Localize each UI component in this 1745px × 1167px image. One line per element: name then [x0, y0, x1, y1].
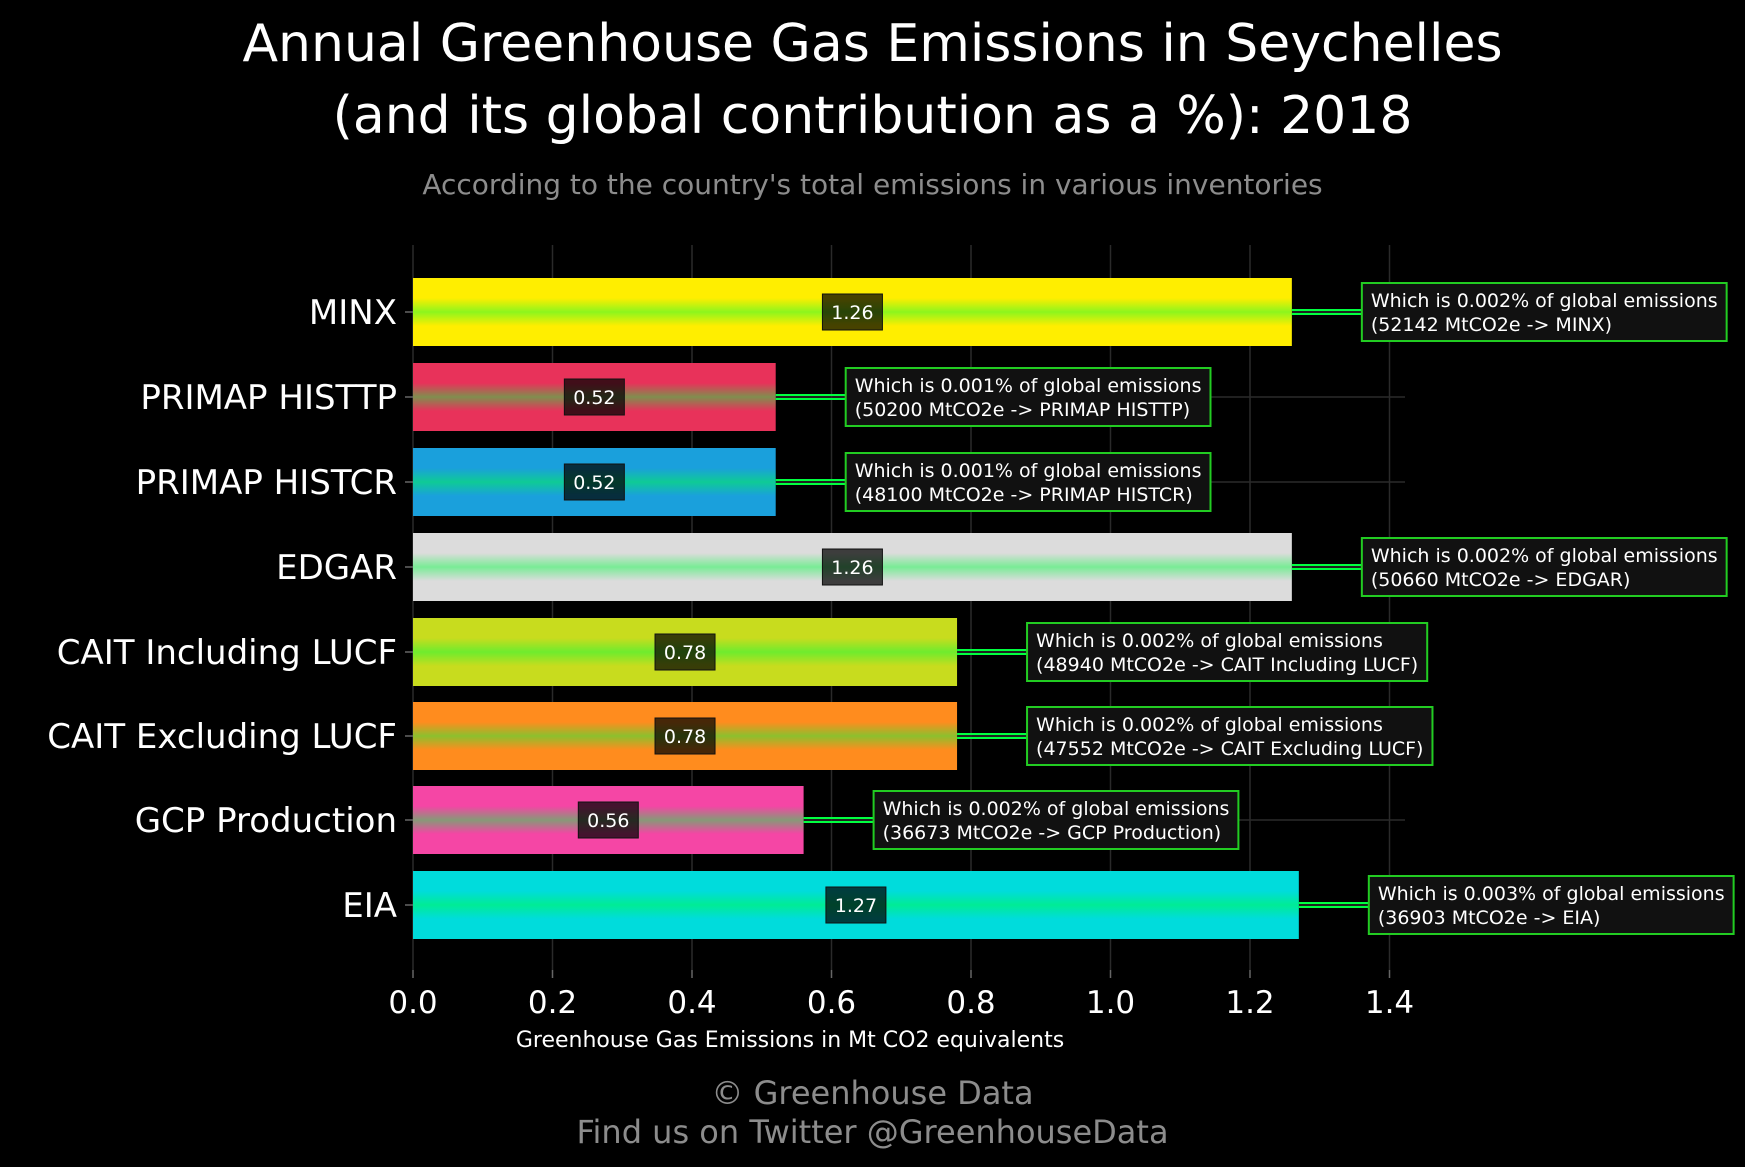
value-label-box [563, 378, 625, 416]
annotation-text-line-2: (48940 MtCO2e -> CAIT Including LUCF) [1036, 654, 1418, 676]
value-label: 0.56 [587, 810, 629, 832]
x-tick-label: 1.4 [1365, 985, 1414, 1021]
category-label: CAIT Excluding LUCF [47, 717, 397, 757]
x-axis: 0.0 0.2 0.4 0.6 0.8 1.0 1.2 1.4 [388, 970, 1414, 1021]
annotation-text-line-1: Which is 0.002% of global emissions [1036, 630, 1383, 652]
annotation-text-line-2: (50660 MtCO2e -> EDGAR) [1371, 569, 1631, 591]
value-label-box [577, 801, 639, 839]
category-label: EDGAR [276, 548, 397, 588]
annotation-text-line-2: (50200 MtCO2e -> PRIMAP HISTTP) [855, 399, 1190, 421]
value-label: 1.27 [835, 895, 877, 917]
x-tick-label: 0.8 [946, 985, 995, 1021]
category-label: CAIT Including LUCF [57, 633, 397, 673]
category-label: MINX [309, 293, 397, 333]
annotation-text-line-1: Which is 0.001% of global emissions [855, 375, 1202, 397]
category-label: PRIMAP HISTCR [136, 463, 397, 503]
value-label-box [821, 548, 883, 586]
value-label: 1.26 [831, 557, 873, 579]
title-line-1: Annual Greenhouse Gas Emissions in Seych… [242, 14, 1503, 74]
annotation-text-line-2: (47552 MtCO2e -> CAIT Excluding LUCF) [1036, 738, 1423, 760]
x-tick-label: 0.4 [667, 985, 716, 1021]
annotation-box [844, 452, 1212, 512]
chart-title: Annual Greenhouse Gas Emissions in Seych… [0, 8, 1745, 152]
annotation-box [844, 367, 1212, 427]
value-label-box [563, 463, 625, 501]
x-tick-label: 1.2 [1225, 985, 1274, 1021]
value-label-box [825, 886, 887, 924]
annotation-text-line-2: (52142 MtCO2e -> MINX) [1371, 314, 1612, 336]
y-axis: MINX PRIMAP HISTTP PRIMAP HISTCR EDGAR CAIT … [47, 293, 413, 926]
value-label: 0.78 [664, 642, 706, 664]
annotation-text-line-1: Which is 0.002% of global emissions [1371, 545, 1718, 567]
value-label: 1.26 [831, 302, 873, 324]
annotation-text-line-2: (48100 MtCO2e -> PRIMAP HISTCR) [855, 484, 1193, 506]
x-tick-label: 0.2 [528, 985, 577, 1021]
annotation-box [872, 790, 1240, 850]
annotation-box [1026, 622, 1429, 682]
x-axis-label: Greenhouse Gas Emissions in Mt CO2 equiv… [516, 1028, 1064, 1053]
category-label: GCP Production [135, 801, 397, 841]
value-label-box [821, 293, 883, 331]
annotation-text-line-1: Which is 0.002% of global emissions [1036, 714, 1383, 736]
annotation-box [1026, 706, 1434, 766]
x-tick-label: 0.0 [388, 985, 437, 1021]
value-label: 0.78 [664, 726, 706, 748]
value-label: 0.52 [573, 387, 615, 409]
annotation-text-line-2: (36903 MtCO2e -> EIA) [1378, 907, 1601, 929]
value-label-box [654, 633, 716, 671]
annotation-text-line-1: Which is 0.001% of global emissions [855, 460, 1202, 482]
annotation-box [1360, 282, 1728, 342]
category-label: PRIMAP HISTTP [140, 378, 397, 418]
annotation-text-line-1: Which is 0.003% of global emissions [1378, 883, 1725, 905]
annotation-text-line-2: (36673 MtCO2e -> GCP Production) [883, 822, 1222, 844]
annotation-text-line-1: Which is 0.002% of global emissions [883, 798, 1230, 820]
annotation-text-line-1: Which is 0.002% of global emissions [1371, 290, 1718, 312]
chart-subtitle: According to the country's total emissio… [422, 168, 1323, 201]
grid-lines [412, 245, 1405, 970]
category-label: EIA [342, 886, 397, 926]
value-label: 0.52 [573, 472, 615, 494]
credit-twitter: Find us on Twitter @GreenhouseData [576, 1113, 1169, 1151]
x-tick-label: 0.6 [807, 985, 856, 1021]
title-line-2: (and its global contribution as a %): 20… [332, 86, 1413, 146]
annotation-box [1367, 875, 1735, 935]
credit-copyright: © Greenhouse Data [711, 1074, 1034, 1112]
annotation-box [1360, 537, 1728, 597]
value-label-box [654, 717, 716, 755]
x-tick-label: 1.0 [1086, 985, 1135, 1021]
